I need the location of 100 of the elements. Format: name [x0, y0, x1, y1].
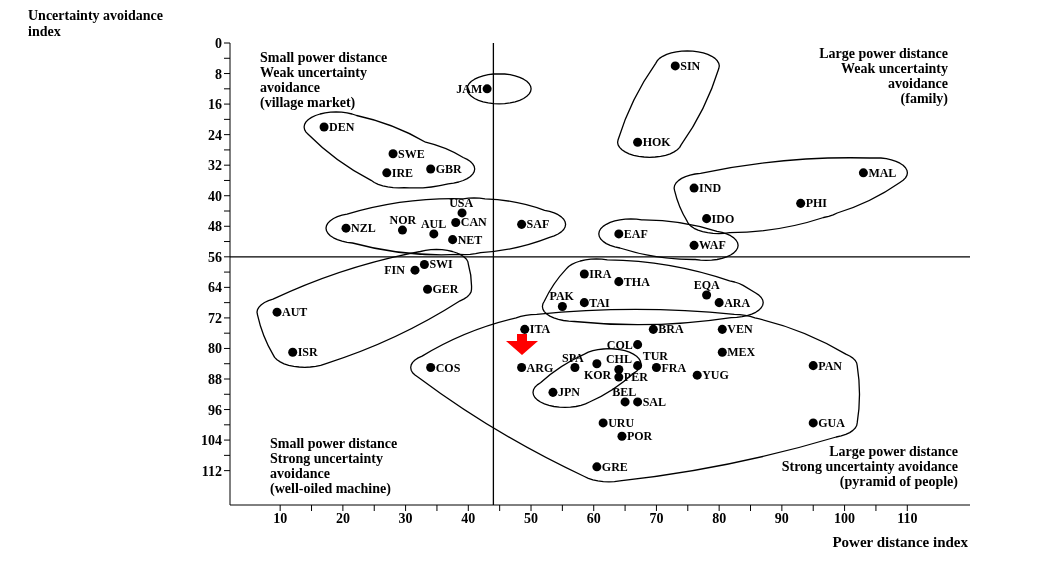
data-label: URU	[608, 415, 635, 430]
point	[689, 183, 699, 193]
point	[410, 265, 420, 275]
data-label: CHL	[605, 352, 632, 367]
data-label: FIN	[384, 263, 406, 278]
point	[614, 277, 624, 287]
y-tick-label: 40	[208, 188, 222, 204]
data-label: EQA	[693, 278, 721, 292]
data-label: TAI	[589, 295, 611, 310]
point	[570, 363, 580, 373]
point	[714, 298, 724, 308]
point	[517, 219, 527, 229]
point	[689, 240, 699, 250]
point	[648, 324, 658, 334]
data-label: SIN	[680, 58, 701, 73]
point	[482, 84, 492, 94]
point	[557, 301, 567, 311]
point	[272, 307, 282, 317]
y-tick-label: 56	[208, 249, 222, 265]
x-tick-label: 60	[586, 510, 601, 526]
data-label: AUT	[282, 305, 308, 320]
y-tick-label: 32	[208, 158, 222, 174]
point	[579, 298, 589, 308]
point	[426, 164, 436, 174]
point	[341, 223, 351, 233]
point	[429, 229, 439, 239]
point	[614, 372, 624, 382]
data-label: HOK	[642, 135, 672, 150]
point	[579, 269, 589, 279]
point	[633, 137, 643, 147]
y-tick-label: 0	[215, 35, 222, 51]
data-label: SAL	[642, 394, 666, 409]
point	[548, 387, 558, 397]
point	[288, 347, 298, 357]
point	[592, 462, 602, 472]
y-tick-label: 88	[208, 371, 222, 387]
data-label: ISR	[297, 345, 319, 360]
annotation: Large power distance Weak uncertainty avoidance (family)	[819, 46, 948, 106]
point	[457, 208, 467, 218]
x-tick-label: 110	[897, 510, 918, 526]
data-label: THA	[623, 274, 651, 289]
y-tick-label: 96	[208, 402, 222, 418]
point	[651, 363, 661, 373]
x-tick-label: 90	[774, 510, 789, 526]
data-label: EAF	[623, 226, 648, 241]
point	[520, 324, 530, 334]
x-axis-title: Power distance index	[832, 534, 968, 551]
point	[702, 290, 712, 300]
annotation: Small power distance Weak uncertainty avoidance (village market)	[260, 50, 388, 110]
y-tick-label: 24	[208, 127, 222, 143]
point	[423, 284, 433, 294]
data-label: GRE	[601, 459, 628, 474]
point	[796, 198, 806, 208]
data-label: DEN	[329, 120, 355, 134]
data-label: SAF	[526, 217, 550, 232]
point	[808, 361, 818, 371]
point	[382, 168, 392, 178]
y-tick-label: 8	[215, 66, 222, 82]
y-tick-label: 64	[208, 280, 222, 296]
data-label: SWI	[429, 257, 454, 272]
data-label: FRA	[661, 360, 687, 375]
point	[451, 217, 461, 227]
data-label: IRE	[391, 165, 414, 180]
data-label: NET	[457, 232, 483, 247]
y-tick-label: 80	[208, 341, 222, 357]
point	[517, 363, 527, 373]
point	[717, 324, 727, 334]
y-axis-title: Uncertainty avoidance index	[28, 8, 164, 40]
data-label: JPN	[557, 385, 581, 400]
point	[633, 340, 643, 350]
data-label: GER	[432, 282, 459, 297]
data-label: YUG	[702, 368, 729, 383]
data-label: ARA	[724, 295, 751, 310]
data-label: IRA	[589, 267, 612, 281]
data-label: GBR	[435, 162, 463, 176]
x-tick-label: 20	[335, 510, 350, 526]
data-label: IND	[699, 181, 722, 196]
data-label: MAL	[868, 165, 897, 180]
data-label: PHI	[805, 196, 828, 211]
point	[319, 122, 329, 132]
point	[717, 347, 727, 357]
point	[620, 397, 630, 407]
data-label: POR	[626, 429, 653, 444]
y-tick-label: 16	[208, 97, 222, 113]
data-label: BEL	[612, 384, 637, 399]
annotation: Large power distance Strong uncertainty avoidance (pyramid of people)	[781, 444, 958, 489]
point	[702, 214, 712, 224]
data-label: VEN	[727, 322, 753, 337]
data-label: AUL	[420, 216, 447, 231]
data-label: WAF	[699, 238, 726, 253]
point	[614, 364, 624, 374]
x-tick-label: 30	[398, 510, 413, 526]
data-label: SWE	[398, 146, 425, 161]
point	[808, 418, 818, 428]
data-label: TUR	[642, 348, 669, 363]
data-label: GUA	[818, 415, 846, 430]
annotation: Small power distance Strong uncertainty avoidance (well-oiled machine)	[270, 436, 398, 496]
data-label: USA	[449, 195, 474, 210]
x-tick-label: 100	[834, 510, 856, 526]
point	[633, 397, 643, 407]
